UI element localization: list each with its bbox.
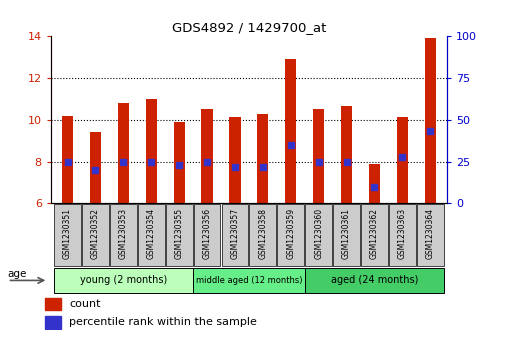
Bar: [333, 204, 360, 266]
Text: GSM1230352: GSM1230352: [91, 208, 100, 259]
Bar: [425, 38, 436, 203]
Bar: [166, 204, 193, 266]
Text: count: count: [69, 299, 101, 309]
Bar: [53, 268, 193, 293]
Text: GSM1230358: GSM1230358: [259, 208, 267, 259]
Bar: [305, 268, 444, 293]
Text: GSM1230364: GSM1230364: [426, 208, 435, 260]
Bar: [417, 204, 443, 266]
Text: middle aged (12 months): middle aged (12 months): [196, 276, 302, 285]
Bar: [361, 204, 388, 266]
Bar: [54, 204, 81, 266]
Bar: [193, 268, 305, 293]
Text: GSM1230361: GSM1230361: [342, 208, 351, 259]
Text: percentile rank within the sample: percentile rank within the sample: [69, 317, 257, 327]
Bar: [341, 106, 352, 203]
Bar: [174, 122, 185, 203]
Text: young (2 months): young (2 months): [80, 276, 167, 285]
Bar: [138, 204, 165, 266]
Text: GSM1230360: GSM1230360: [314, 208, 323, 260]
Text: GSM1230353: GSM1230353: [119, 208, 128, 260]
Bar: [257, 114, 268, 203]
Text: GSM1230355: GSM1230355: [175, 208, 184, 260]
Text: GSM1230356: GSM1230356: [203, 208, 211, 260]
Bar: [389, 204, 416, 266]
Title: GDS4892 / 1429700_at: GDS4892 / 1429700_at: [172, 21, 326, 34]
Text: GSM1230359: GSM1230359: [287, 208, 295, 260]
Text: GSM1230363: GSM1230363: [398, 208, 407, 260]
Bar: [397, 117, 408, 203]
Bar: [202, 109, 213, 203]
Bar: [194, 204, 220, 266]
Bar: [277, 204, 304, 266]
Bar: [82, 204, 109, 266]
Text: aged (24 months): aged (24 months): [331, 276, 418, 285]
Text: age: age: [8, 269, 27, 279]
Bar: [45, 298, 61, 310]
Bar: [369, 164, 380, 203]
Bar: [230, 117, 241, 203]
Bar: [45, 316, 61, 329]
Bar: [313, 109, 324, 203]
Bar: [118, 103, 129, 203]
Bar: [221, 204, 248, 266]
Text: GSM1230351: GSM1230351: [63, 208, 72, 259]
Text: GSM1230362: GSM1230362: [370, 208, 379, 259]
Bar: [146, 99, 157, 203]
Bar: [305, 204, 332, 266]
Bar: [285, 59, 296, 203]
Text: GSM1230357: GSM1230357: [231, 208, 239, 260]
Bar: [110, 204, 137, 266]
Bar: [90, 132, 101, 203]
Bar: [62, 115, 73, 203]
Bar: [249, 204, 276, 266]
Text: GSM1230354: GSM1230354: [147, 208, 156, 260]
